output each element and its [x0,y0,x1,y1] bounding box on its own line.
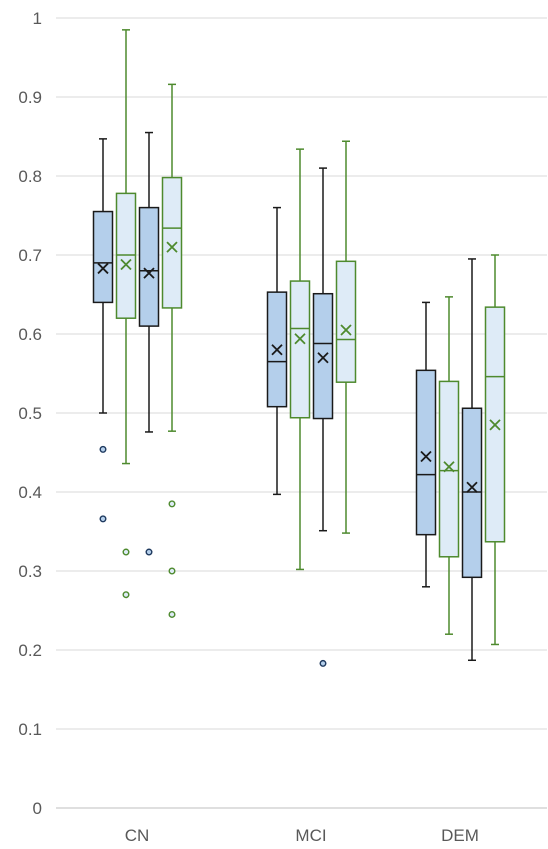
y-tick-label: 0.9 [18,88,42,107]
outlier-point [168,500,176,508]
outlier-point [122,591,130,599]
y-tick-label: 0.5 [18,404,42,423]
outlier-point [145,548,153,556]
y-axis-tick-labels: 0 0.1 0.2 0.3 0.4 0.5 0.6 0.7 0.8 0.9 1 [18,9,42,818]
box-cn-series-1 [92,138,114,523]
mean-marker [340,324,352,336]
mean-marker [420,450,432,463]
iqr-box [138,206,160,327]
box-mci-series-4 [335,140,357,534]
y-tick-label: 0 [33,799,42,818]
mean-marker [466,481,478,493]
iqr-box [438,380,460,558]
box-mci-series-1 [266,206,288,496]
mean-marker [489,419,501,431]
outlier-point [99,445,107,453]
iqr-box [461,407,483,579]
box-dem-series-1 [415,301,437,588]
box-cn-series-3 [138,131,160,556]
iqr-box [161,176,183,309]
mean-marker [443,461,455,473]
mean-marker [97,262,109,275]
outlier-point [99,515,107,523]
iqr-box [335,260,357,383]
iqr-box [92,210,114,304]
outlier-point [168,567,176,575]
x-axis-category-labels: CN MCI DEM [125,826,479,845]
box-mci-series-2 [289,148,311,571]
iqr-box [312,292,334,420]
y-tick-label: 0.8 [18,167,42,186]
box-cn-series-4 [161,83,183,618]
box-cn-series-2 [115,29,137,599]
box-dem-series-4 [484,254,506,646]
iqr-box [289,280,311,419]
mean-marker [294,333,306,345]
y-tick-label: 0.1 [18,720,42,739]
y-tick-label: 0.4 [18,483,42,502]
box-mci-series-3 [312,167,334,667]
outlier-point [122,548,130,556]
x-category-label: DEM [441,826,479,845]
iqr-box [115,192,137,319]
iqr-box [415,369,437,536]
mean-marker [166,241,178,253]
y-tick-label: 0.6 [18,325,42,344]
y-tick-label: 1 [33,9,42,28]
y-tick-label: 0.7 [18,246,42,265]
mean-marker [317,352,329,364]
x-category-label: CN [125,826,150,845]
x-category-label: MCI [295,826,326,845]
outlier-point [319,659,327,667]
y-tick-label: 0.3 [18,562,42,581]
box-plots [92,29,506,667]
box-dem-series-3 [461,258,483,662]
mean-marker [143,267,155,279]
outlier-point [168,610,176,618]
mean-marker [271,344,283,356]
mean-marker [120,258,132,271]
y-tick-label: 0.2 [18,641,42,660]
box-dem-series-2 [438,296,460,635]
